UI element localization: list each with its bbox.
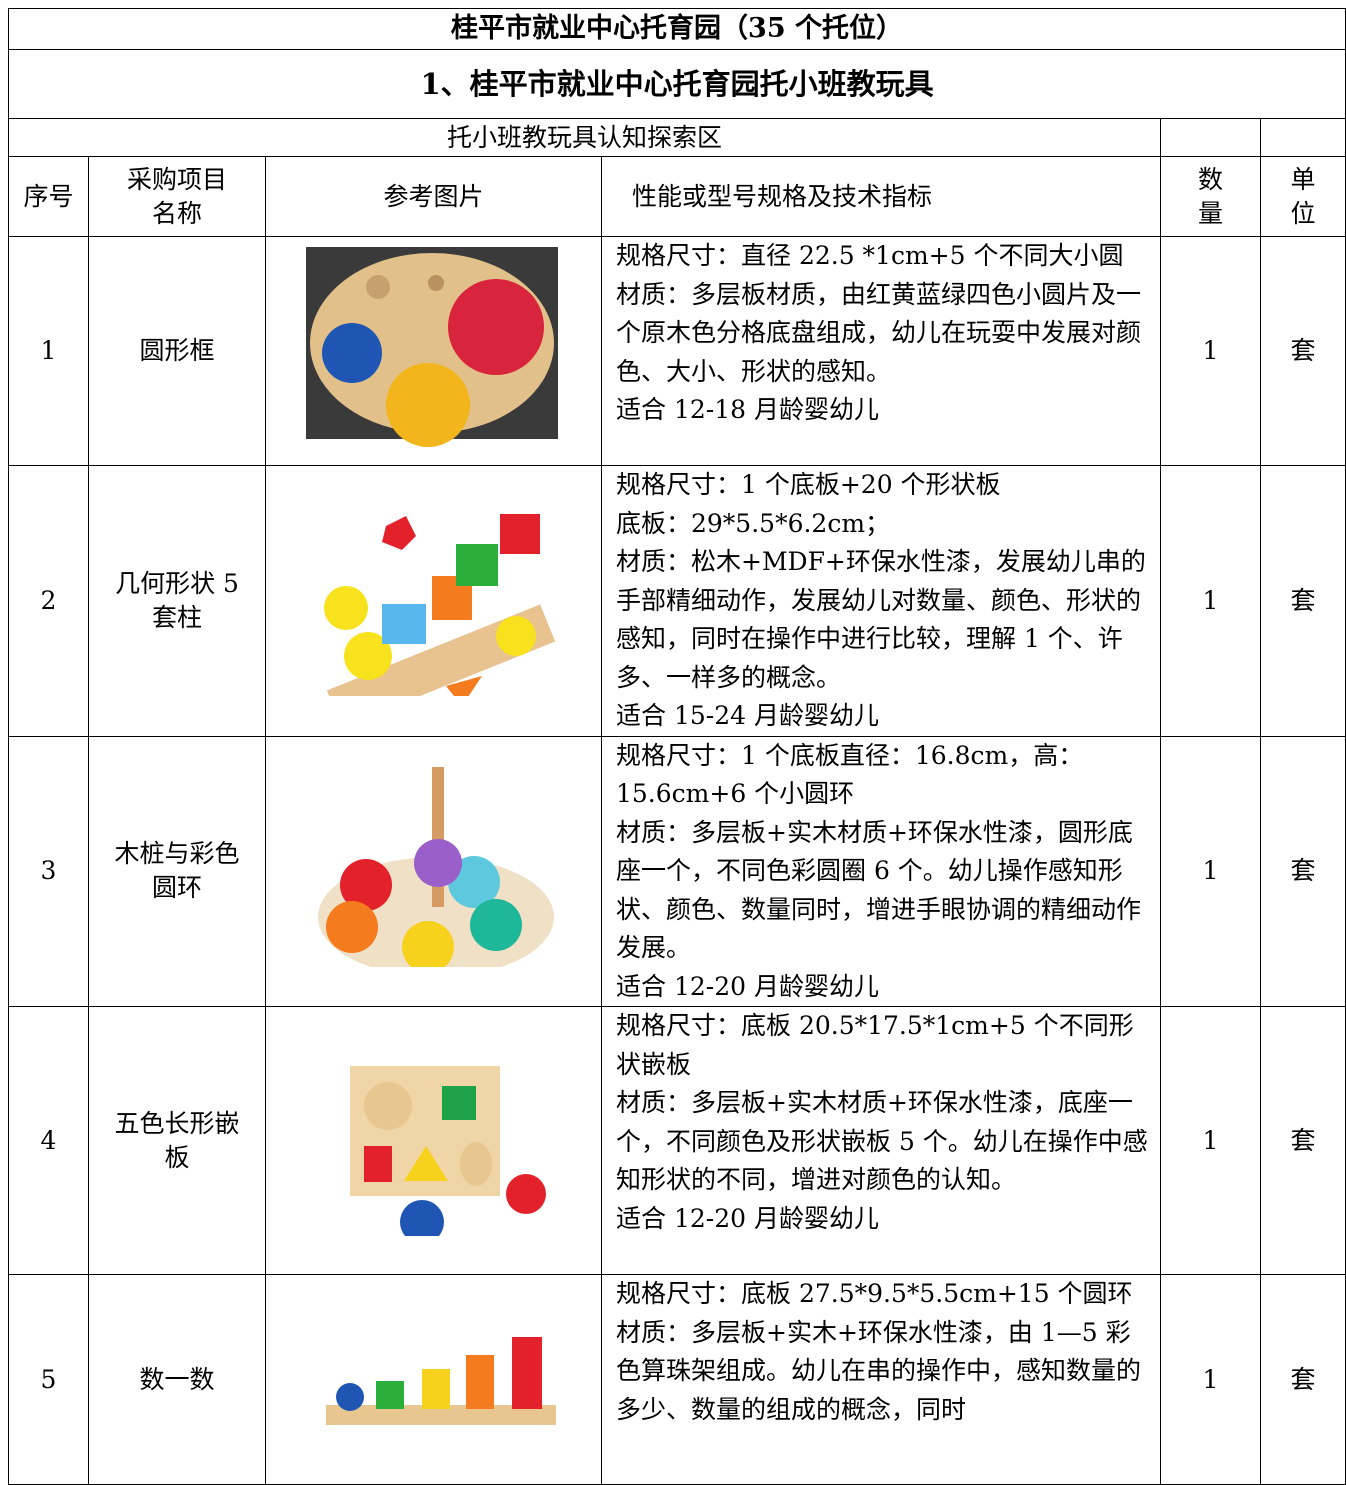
spec-line: 适合 12-18 月龄婴幼儿 (616, 395, 879, 424)
spec-line: 适合 15-24 月龄婴幼儿 (616, 701, 879, 730)
row: 2 几何形状 5 套柱 规格尺寸：1 个底板+20 个形状板 底板：29*5.5*6.… (8, 465, 1346, 737)
column-header: 单位 (1259, 156, 1346, 237)
spec-line: 材质：多层板材质，由红黄蓝绿四色小圆片及一个原木色分格底盘组成，幼儿在玩耍中发展… (616, 279, 1142, 386)
index-cell: 3 (8, 735, 89, 1007)
spec-line: 材质：多层板+实木+环保水性漆，由 1—5 彩色算珠架组成。幼儿在串的操作中，感… (616, 1317, 1142, 1424)
image-cell (265, 735, 602, 1007)
spec-line: 规格尺寸：底板 27.5*9.5*5.5cm+15 个圆环 (616, 1279, 1133, 1308)
cell (1259, 118, 1346, 157)
unit-cell: 套 (1259, 1006, 1346, 1275)
name-cell: 几何形状 5 套柱 (88, 465, 266, 737)
column-header: 性能或型号规格及技术指标 (601, 156, 1161, 237)
product-image (349, 1066, 546, 1244)
qty-cell: 1 (1160, 465, 1261, 737)
row: 4 五色长形嵌板 规格尺寸：底板 20.5*17.5*1cm+5 个不同形状嵌板材质… (8, 1006, 1346, 1275)
spec-cell: 规格尺寸：底板 27.5*9.5*5.5cm+15 个圆环材质：多层板+实木+环… (601, 1274, 1161, 1485)
qty-cell: 1 (1160, 236, 1261, 466)
spec-line: 材质：多层板+实木材质+环保水性漆，底座一个，不同颜色及形状嵌板 5 个。幼儿在… (616, 1088, 1148, 1194)
name-cell: 圆形框 (88, 236, 266, 466)
spec-cell: 规格尺寸：1 个底板+20 个形状板 底板：29*5.5*6.2cm； 材质：松木+… (601, 465, 1161, 737)
product-image (323, 514, 555, 728)
unit-cell: 套 (1259, 236, 1346, 466)
column-header: 参考图片 (265, 156, 602, 237)
subtitle: 1、桂平市就业中心托育园托小班教玩具 (7, 49, 1346, 119)
index-cell: 1 (8, 236, 89, 466)
name-cell: 五色长形嵌板 (88, 1006, 266, 1275)
image-cell (265, 236, 602, 466)
unit-cell: 套 (1259, 1274, 1346, 1485)
row: 5 数一数 规格尺寸：底板 27.5*9.5*5.5cm+15 个圆环材质：多层板+… (8, 1274, 1346, 1485)
image-cell (265, 465, 602, 737)
spec-line: 规格尺寸：1 个底板直径：16.8cm，高：15.6cm+6 个小圆环 (616, 740, 1084, 809)
qty-cell: 1 (1160, 1006, 1261, 1275)
unit-cell: 套 (1259, 465, 1346, 737)
page: 桂平市就业中心托育园（35 个托位） 1、桂平市就业中心托育园托小班教玩具 托小… (7, 8, 1346, 1485)
spec-line: 材质：多层板+实木材质+环保水性漆，圆形底座一个，不同色彩圆圈 6 个。幼儿操作… (616, 817, 1142, 963)
row: 1 圆形框 规格尺寸：直径 22.5 *1cm+5 个不同大小圆 材质：多层板材质，由… (8, 236, 1346, 466)
image-cell (265, 1274, 602, 1485)
name-cell: 木桩与彩色圆环 (88, 735, 266, 1007)
section: 托小班教玩具认知探索区 (8, 118, 1161, 157)
spec-cell: 规格尺寸：1 个底板直径：16.8cm，高：15.6cm+6 个小圆环材质：多层… (601, 735, 1161, 1007)
spec-line: 适合 12-20 月龄婴幼儿 (616, 1203, 879, 1233)
index-cell: 2 (8, 465, 89, 737)
product-image (317, 766, 554, 977)
spec-line: 适合 12-20 月龄婴幼儿 (616, 971, 879, 1001)
unit-cell: 套 (1259, 735, 1346, 1007)
column-header: 采购项目名称 (88, 156, 266, 237)
index-cell: 4 (8, 1006, 89, 1275)
spec-line: 规格尺寸：1 个底板+20 个形状板 (616, 470, 1001, 499)
spec-line: 底板：29*5.5*6.2cm； (616, 508, 891, 538)
image-cell (265, 1006, 602, 1275)
doc-table: 桂平市就业中心托育园（35 个托位） 1、桂平市就业中心托育园托小班教玩具 托小… (7, 8, 1346, 1485)
cell (1160, 118, 1261, 157)
spec-cell: 规格尺寸：底板 20.5*17.5*1cm+5 个不同形状嵌板材质：多层板+实木… (601, 1006, 1161, 1275)
index-cell: 5 (8, 1274, 89, 1485)
column-header: 序号 (8, 156, 89, 237)
product-image (305, 246, 558, 447)
qty-cell: 1 (1160, 1274, 1261, 1485)
spec-line: 规格尺寸：底板 20.5*17.5*1cm+5 个不同形状嵌板 (616, 1011, 1134, 1079)
spec-line: 材质：松木+MDF+环保水性漆，发展幼儿串的手部精细动作，发展幼儿对数量、颜色、… (616, 547, 1146, 692)
spec-cell: 规格尺寸：直径 22.5 *1cm+5 个不同大小圆材质：多层板材质，由红黄蓝绿… (601, 236, 1161, 466)
title: 桂平市就业中心托育园（35 个托位） (7, 8, 1346, 50)
name-cell: 数一数 (88, 1274, 266, 1485)
column-header: 数量 (1160, 156, 1261, 237)
row: 3 木桩与彩色圆环 规格尺寸：1 个底板直径：16.8cm，高：15.6cm+6 个… (8, 735, 1346, 1007)
spec-line: 规格尺寸：直径 22.5 *1cm+5 个不同大小圆 (616, 241, 1124, 270)
product-image (325, 1337, 556, 1425)
qty-cell: 1 (1160, 735, 1261, 1007)
